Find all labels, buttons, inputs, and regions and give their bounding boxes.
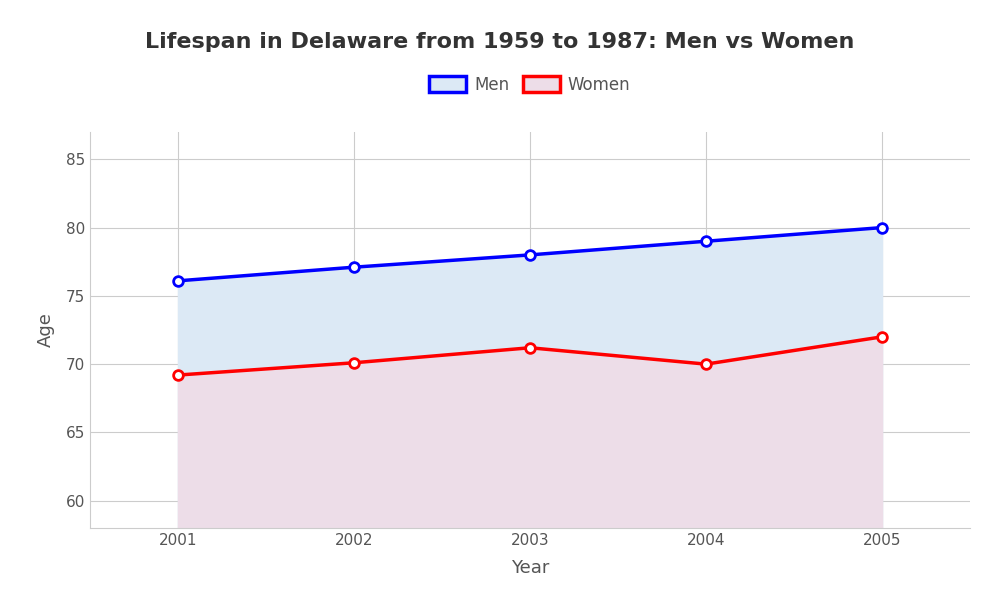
Y-axis label: Age: Age bbox=[37, 313, 55, 347]
Legend: Men, Women: Men, Women bbox=[423, 69, 637, 100]
Text: Lifespan in Delaware from 1959 to 1987: Men vs Women: Lifespan in Delaware from 1959 to 1987: … bbox=[145, 32, 855, 52]
X-axis label: Year: Year bbox=[511, 559, 549, 577]
